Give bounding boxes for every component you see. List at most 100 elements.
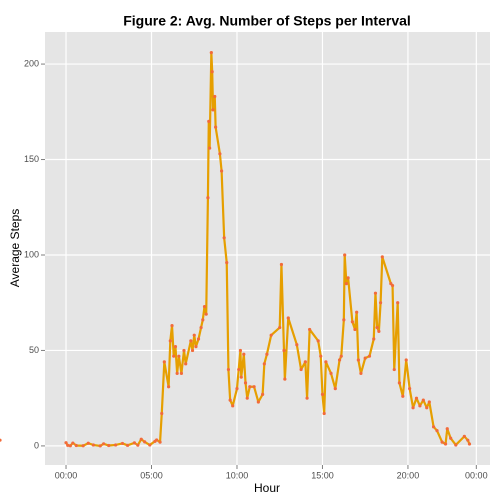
point: [329, 371, 333, 375]
point: [279, 262, 284, 267]
point: [299, 367, 303, 372]
point: [143, 440, 147, 444]
point: [377, 329, 381, 333]
point: [222, 236, 226, 240]
y-tick-label: 200: [24, 58, 39, 68]
point: [207, 119, 211, 123]
point: [209, 51, 213, 55]
y-tick-label: 50: [29, 345, 39, 355]
point: [91, 443, 95, 447]
point: [339, 354, 343, 358]
point: [355, 310, 359, 314]
point: [308, 327, 312, 332]
point: [189, 339, 193, 343]
point: [343, 253, 347, 257]
point: [210, 70, 214, 74]
point: [408, 387, 412, 391]
point: [342, 318, 346, 322]
point: [449, 436, 453, 440]
point: [324, 360, 328, 364]
point: [218, 152, 222, 156]
point: [245, 396, 249, 400]
point: [320, 392, 325, 396]
point: [192, 333, 196, 337]
point: [168, 339, 172, 343]
point: [431, 425, 436, 429]
point: [435, 429, 439, 433]
point: [242, 352, 246, 356]
point: [201, 318, 205, 322]
point: [467, 442, 472, 446]
point: [248, 385, 252, 389]
point: [167, 385, 171, 389]
point: [170, 324, 174, 328]
point: [182, 348, 186, 353]
point: [401, 394, 405, 398]
point: [139, 437, 143, 441]
point: [202, 304, 207, 309]
point: [231, 404, 235, 408]
chart-title: Figure 2: Avg. Number of Steps per Inter…: [123, 13, 411, 29]
point: [177, 354, 181, 358]
point: [278, 325, 282, 330]
point: [175, 371, 179, 375]
point: [81, 444, 85, 448]
point: [286, 316, 290, 320]
point: [367, 354, 372, 358]
point: [427, 400, 431, 404]
point: [102, 442, 106, 446]
point: [214, 125, 218, 129]
point: [0, 438, 2, 442]
point: [66, 443, 70, 447]
point: [404, 358, 408, 362]
point: [316, 339, 320, 343]
point: [68, 444, 72, 448]
point: [350, 320, 354, 324]
point: [322, 411, 326, 416]
point: [269, 333, 273, 337]
point: [375, 325, 379, 330]
point: [199, 325, 203, 330]
point: [337, 358, 342, 362]
point: [155, 438, 159, 442]
y-axis-label: Average Steps: [8, 209, 22, 288]
point: [160, 411, 164, 416]
point: [421, 398, 425, 402]
point: [98, 444, 102, 448]
point: [208, 146, 212, 150]
point: [211, 108, 215, 112]
point: [64, 441, 68, 445]
point: [114, 443, 118, 447]
point: [228, 398, 232, 402]
point: [235, 387, 239, 391]
point: [226, 367, 231, 372]
point: [74, 443, 78, 448]
point: [282, 348, 286, 353]
point: [179, 371, 184, 375]
point: [411, 406, 415, 410]
point: [252, 385, 256, 389]
point: [396, 301, 400, 305]
point: [107, 443, 111, 448]
x-tick-label: 00:00: [465, 470, 488, 480]
point: [373, 291, 378, 295]
point: [132, 441, 137, 445]
point: [443, 442, 448, 446]
point: [372, 337, 376, 341]
point: [239, 375, 243, 379]
point: [346, 276, 350, 280]
y-tick-label: 0: [34, 440, 39, 450]
x-tick-label: 05:00: [140, 470, 163, 480]
point: [219, 169, 224, 173]
point: [378, 301, 383, 305]
line: [65, 51, 471, 448]
point: [120, 441, 125, 446]
point: [462, 434, 466, 438]
y-tick-label: 150: [24, 154, 39, 164]
point: [319, 354, 323, 358]
point: [172, 354, 176, 358]
point: [190, 348, 195, 353]
point: [148, 443, 152, 447]
point: [440, 440, 444, 444]
point: [136, 443, 140, 447]
